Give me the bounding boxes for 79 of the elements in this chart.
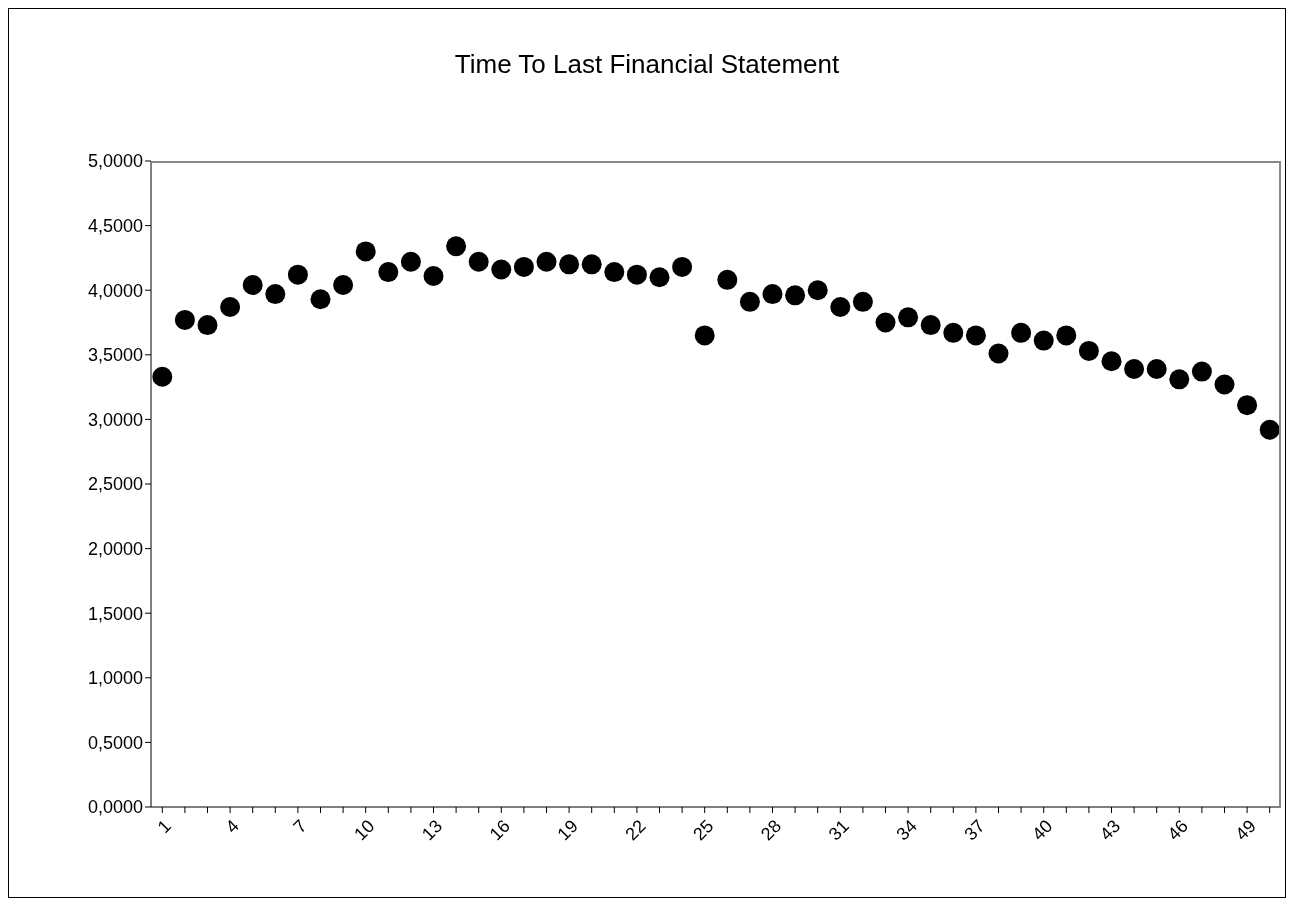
point (310, 289, 331, 310)
point (423, 265, 444, 286)
point (965, 325, 986, 346)
point (468, 251, 489, 272)
point (1146, 359, 1167, 380)
x-tick-label: 40 (1028, 815, 1057, 845)
point (1011, 322, 1032, 343)
point (943, 322, 964, 343)
x-tick-label: 49 (1231, 815, 1260, 845)
point (220, 297, 241, 317)
x-tick-label: 28 (756, 815, 786, 845)
x-tick-label: 19 (553, 815, 582, 845)
point (400, 251, 421, 272)
y-tick-label: 2,5000 (87, 474, 143, 495)
point (355, 241, 376, 262)
point (739, 291, 760, 312)
point (830, 297, 851, 317)
x-tick-label: 22 (621, 815, 650, 845)
y-tick-label: 5,0000 (87, 151, 143, 172)
y-tick-label: 4,5000 (87, 215, 143, 236)
point (807, 280, 828, 301)
x-tick-label: 34 (892, 815, 921, 845)
chart-title: Time To Last Financial Statement (453, 49, 841, 80)
x-tick-label: 13 (417, 815, 447, 845)
x-tick-label: 43 (1095, 815, 1125, 845)
point (1191, 361, 1212, 382)
point (287, 264, 308, 285)
point (152, 366, 173, 387)
point (604, 262, 625, 283)
point (491, 259, 512, 280)
point (785, 285, 806, 306)
point (446, 236, 467, 257)
point (898, 307, 919, 328)
point (333, 275, 354, 296)
point (988, 343, 1009, 364)
point (1214, 374, 1235, 395)
point (717, 269, 738, 290)
point (694, 325, 715, 346)
y-tick-label: 0,5000 (87, 732, 143, 753)
point (1033, 330, 1054, 351)
point (174, 309, 195, 330)
point (1101, 351, 1122, 372)
point (378, 262, 399, 283)
x-tick-label: 31 (824, 815, 854, 845)
x-tick-label: 4 (221, 815, 243, 838)
point (536, 251, 557, 272)
point (1056, 325, 1077, 346)
point (559, 254, 580, 275)
point (762, 284, 783, 305)
y-tick-label: 1,0000 (87, 668, 143, 689)
y-tick-label: 2,0000 (87, 538, 143, 559)
point (626, 264, 647, 285)
point (875, 312, 896, 333)
x-tick-label: 1 (153, 815, 176, 838)
point (920, 315, 941, 336)
x-tick-label: 16 (485, 815, 515, 845)
point (852, 291, 873, 312)
x-tick-label: 37 (960, 815, 989, 845)
y-tick-label: 3,5000 (87, 345, 143, 366)
point (1237, 395, 1258, 416)
point (242, 275, 263, 296)
y-tick-label: 1,5000 (87, 603, 143, 624)
point (649, 267, 670, 288)
y-tick-label: 3,0000 (87, 409, 143, 430)
point (513, 256, 534, 277)
point (1169, 369, 1190, 390)
point (672, 256, 693, 277)
point (1078, 340, 1099, 361)
x-tick-label: 25 (689, 815, 718, 845)
point (265, 284, 286, 305)
point (1259, 419, 1280, 440)
point (581, 254, 602, 275)
y-tick-label: 0,0000 (87, 797, 143, 818)
x-tick-label: 10 (350, 815, 379, 845)
x-tick-label: 7 (289, 815, 311, 838)
y-tick-label: 4,0000 (87, 280, 143, 301)
x-tick-label: 46 (1163, 815, 1193, 845)
point (197, 315, 218, 336)
point (1124, 359, 1145, 380)
